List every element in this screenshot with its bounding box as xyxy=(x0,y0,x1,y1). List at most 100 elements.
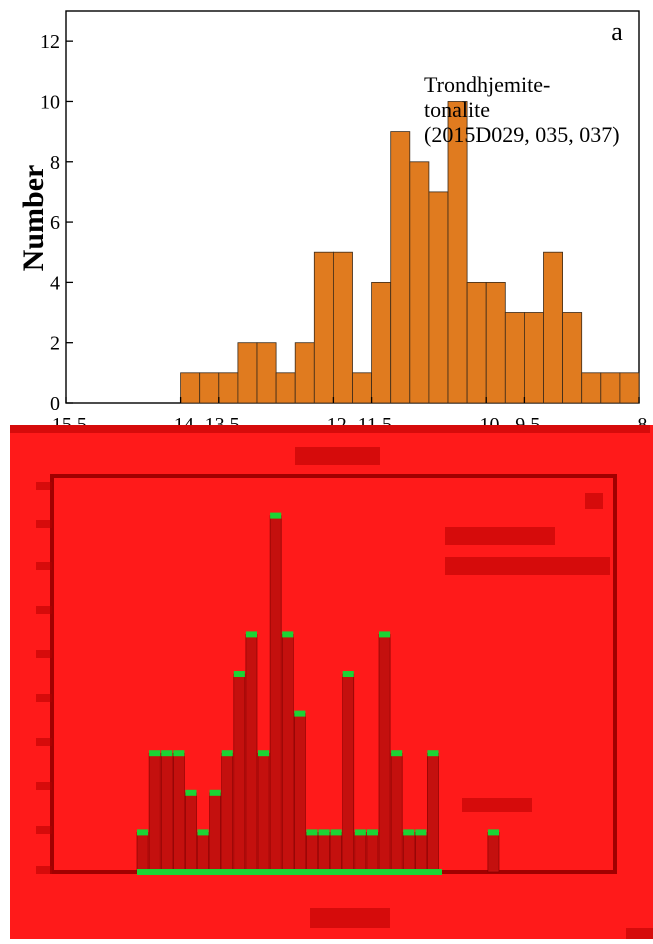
panel-b-bar xyxy=(293,713,306,873)
glitch-block xyxy=(10,425,650,433)
panel-b-bar-cap xyxy=(330,829,342,836)
histogram-bar xyxy=(504,312,525,404)
y-tick-label: 6 xyxy=(50,212,60,234)
histogram-bar xyxy=(390,131,411,404)
histogram-bar xyxy=(199,372,220,404)
histogram-bar xyxy=(581,372,602,404)
panel-b-bar-cap xyxy=(173,750,185,757)
panel-b-bar-cap xyxy=(379,631,391,638)
histogram-bar xyxy=(447,101,468,404)
histogram-bar xyxy=(428,191,449,404)
glitch-block xyxy=(36,866,52,874)
panel-b-bar xyxy=(318,832,330,873)
panel-b-bar-cap xyxy=(282,631,294,638)
panel-b-bar xyxy=(378,634,391,873)
panel-b-bar xyxy=(197,832,209,873)
bars-group xyxy=(180,101,640,404)
panel-b-bar xyxy=(136,832,149,873)
histogram-bar xyxy=(619,372,640,404)
panel-b-bars-group xyxy=(136,512,500,875)
glitch-block xyxy=(462,798,532,812)
panel-b-bar-cap xyxy=(149,750,161,757)
annotation-line-3: (2015D029, 035, 037) xyxy=(424,122,620,147)
panel-b-bar-cap xyxy=(318,829,330,836)
histogram-bar xyxy=(543,251,564,404)
panel-b-bar xyxy=(160,752,173,873)
y-axis-label: Number xyxy=(17,165,50,272)
histogram-bar xyxy=(275,372,296,404)
histogram-bar xyxy=(180,372,201,404)
glitch-block xyxy=(585,493,603,509)
panel-b-bar-cap xyxy=(391,750,403,757)
histogram-bar xyxy=(562,312,583,404)
glitch-block xyxy=(36,738,52,746)
histogram-bar xyxy=(313,251,334,404)
panel-b-bar xyxy=(342,673,355,873)
glitch-block xyxy=(445,557,610,575)
histogram-bar xyxy=(600,372,621,404)
y-tick-label: 12 xyxy=(40,31,60,53)
glitch-block xyxy=(626,928,653,939)
histogram-bar xyxy=(524,312,544,404)
annotation-line-2: tonalite xyxy=(424,97,490,122)
panel-b-bar xyxy=(269,515,282,873)
panel-b-bar-cap xyxy=(342,671,354,677)
panel-b-bar-cap xyxy=(270,512,282,519)
panel-label: a xyxy=(611,17,623,46)
panel-b-bar xyxy=(427,752,439,873)
panel-b-bar xyxy=(390,752,403,873)
glitch-block xyxy=(36,482,52,490)
histogram-bar xyxy=(485,281,506,404)
panel-b-bar-cap xyxy=(403,829,415,836)
panel-b-bar xyxy=(330,832,343,873)
panel-b-bar xyxy=(487,832,500,873)
panel-b-bar xyxy=(173,752,185,873)
glitch-block xyxy=(36,650,52,658)
histogram-bar xyxy=(256,342,277,404)
glitch-block xyxy=(36,520,52,528)
y-tick-label: 10 xyxy=(40,91,60,113)
panel-b-bar xyxy=(209,792,222,873)
panel-b-bar xyxy=(414,832,427,873)
y-tick-label: 8 xyxy=(50,152,60,174)
panel-b-bar xyxy=(148,752,161,873)
panel-b-artifacts xyxy=(10,425,653,939)
panel-b-bar-cap xyxy=(487,829,499,836)
panel-b-bar-cap xyxy=(197,829,209,836)
histogram-bar xyxy=(218,372,239,404)
glitch-block xyxy=(295,447,380,465)
histogram-bar xyxy=(237,342,258,404)
histogram-bar xyxy=(371,281,392,404)
glitch-block xyxy=(36,606,52,614)
panel-b-bar-cap xyxy=(306,829,318,836)
panel-b-bar-cap xyxy=(245,631,257,638)
histogram-bar xyxy=(466,281,487,404)
panel-b-bar-cap xyxy=(427,750,439,757)
panel-b-bar-cap xyxy=(294,710,306,717)
y-tick-label: 0 xyxy=(50,393,60,415)
panel-b-bar-cap xyxy=(258,750,270,757)
panel-b-bar-cap xyxy=(415,829,427,836)
histogram-bar xyxy=(409,161,430,404)
glitch-block xyxy=(36,782,52,790)
panel-b-bar-cap xyxy=(137,829,149,836)
panel-b-bar-cap xyxy=(354,829,366,836)
panel-b-bar xyxy=(366,832,379,873)
histogram-panel-b xyxy=(10,425,653,939)
panel-b-bar-cap xyxy=(221,750,233,757)
panel-b-bar-cap xyxy=(185,789,197,796)
panel-b-bar-cap xyxy=(366,829,378,836)
annotation-line-1: Trondhjemite- xyxy=(424,72,550,97)
panel-b-bar xyxy=(306,832,318,873)
y-axis-ticks: 0 2 4 6 8 10 12 xyxy=(40,31,73,415)
glitch-block xyxy=(36,694,52,702)
panel-b-bar xyxy=(257,752,270,873)
panel-b-bar xyxy=(245,634,258,873)
histogram-bar xyxy=(352,372,373,404)
y-tick-label: 4 xyxy=(50,272,60,294)
panel-b-bar xyxy=(402,832,415,873)
panel-b-bar xyxy=(354,832,367,873)
